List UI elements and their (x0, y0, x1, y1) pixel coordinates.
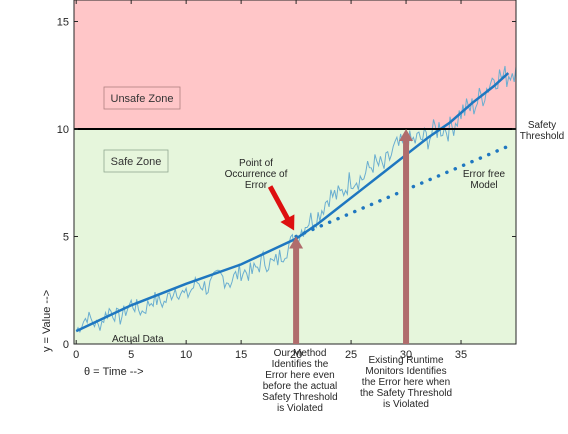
unsafe-zone-box: Unsafe Zone (103, 86, 181, 110)
series-trend (75, 72, 510, 333)
existing-monitor-arrowhead (399, 129, 414, 141)
occurrence-label-line: Error (245, 180, 268, 191)
existing-monitor-label-line: Existing Runtime (368, 355, 443, 366)
unsafe-zone-label: Unsafe Zone (111, 93, 174, 105)
safe-zone-border (103, 149, 169, 173)
our-method-label-line: Safety Threshold (262, 392, 337, 403)
x-tick-label: 20 (290, 349, 302, 361)
x-tick-label: 0 (73, 349, 79, 361)
occurrence-label-line: Point of (239, 158, 273, 169)
y-axis-label: y = Value --> (41, 290, 53, 352)
existing-monitor-shaft (403, 139, 410, 344)
our-method-shaft (293, 246, 300, 344)
existing-monitor-label-line: the Safety Threshold (360, 388, 452, 399)
y-tick-label: 0 (63, 339, 69, 351)
x-tick-label: 30 (400, 349, 412, 361)
safety-threshold-label-line: Threshold (520, 131, 564, 142)
x-tick-label: 5 (128, 349, 134, 361)
existing-monitor-arrow (399, 129, 414, 344)
error-arrow-shaft (267, 185, 292, 223)
actual-data-label: Actual Data (112, 334, 164, 345)
our-method-label-line: before the actual (263, 381, 338, 392)
existing-monitor-label-line: Monitors Identifies (365, 366, 446, 377)
our-method-label-line: Error here even (265, 370, 334, 381)
error-occurrence-arrow (267, 185, 295, 231)
our-method-label-line: Our Method (274, 348, 327, 359)
our-method-label-line: Identifies the (272, 359, 329, 370)
x-tick-label: 25 (345, 349, 357, 361)
existing-monitor-label-line: the Error here when (362, 377, 450, 388)
safety-threshold-label-line: Safety (528, 120, 556, 131)
our-method-arrow (289, 236, 304, 344)
error-arrow-head (280, 214, 295, 231)
error-free-model-label-line: Model (470, 180, 497, 191)
x-axis-label: θ = Time --> (84, 366, 144, 378)
our-method-label-line: is Violated (277, 403, 323, 414)
x-tick-label: 35 (455, 349, 467, 361)
series-error-free-model (294, 144, 511, 239)
y-tick-label: 10 (57, 124, 69, 136)
unsafe-zone-area (74, 0, 516, 129)
y-tick-label: 5 (63, 232, 69, 244)
unsafe-zone-border (103, 86, 181, 110)
error-free-model-label-line: Error free (463, 169, 506, 180)
x-tick-label: 10 (180, 349, 192, 361)
x-tick-label: 15 (235, 349, 247, 361)
safe-zone-label: Safe Zone (111, 156, 162, 168)
our-method-arrowhead (289, 236, 304, 249)
safe-zone-box: Safe Zone (103, 149, 169, 173)
occurrence-label-line: Occurrence of (225, 169, 288, 180)
existing-monitor-label-line: is Violated (383, 399, 429, 410)
y-tick-label: 15 (57, 17, 69, 29)
